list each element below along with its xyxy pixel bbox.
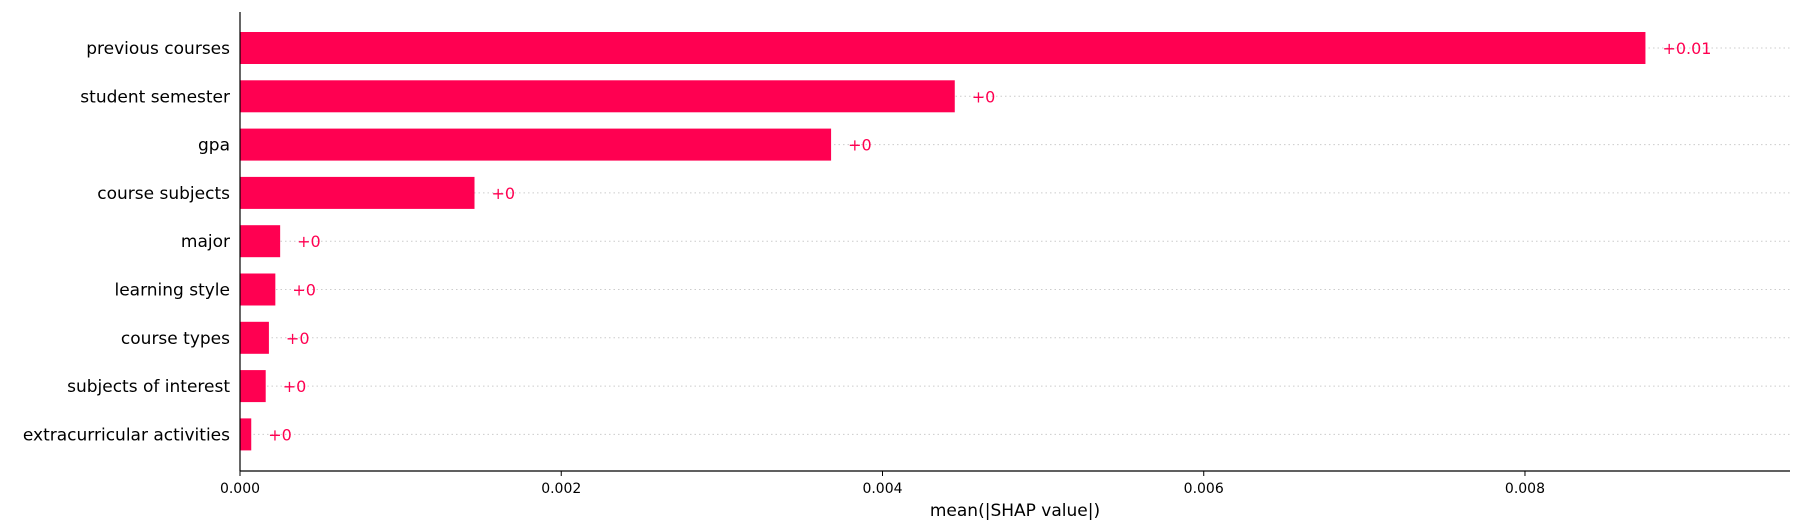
value-labels: +0.01 +0 +0 +0 +0 +0 +0 +0 +0 [268,39,1711,444]
category-label: learning style [114,281,230,301]
x-tick-label: 0.002 [541,481,581,497]
x-tick-label: 0.008 [1505,481,1545,497]
bar [240,321,269,354]
bars [240,32,1646,451]
axes: 0.000 0.002 0.004 0.006 0.008 [220,12,1790,497]
category-label: extracurricular activities [23,425,230,445]
x-tick-label: 0.004 [862,481,902,497]
bar [240,273,276,306]
category-label: student semester [80,87,230,107]
x-tick-label: 0.000 [220,481,260,497]
bar [240,370,266,403]
bar [240,176,475,209]
bar [240,418,252,451]
value-label: +0 [286,329,310,348]
x-axis-title: mean(|SHAP value|) [930,501,1100,521]
bar [240,80,955,113]
grid-lines [240,47,1790,435]
value-label: +0 [848,136,872,155]
value-label: +0 [297,232,321,251]
category-label: subjects of interest [67,377,230,397]
value-label: +0 [292,281,316,300]
bar [240,225,281,258]
bar [240,32,1646,64]
value-label: +0 [492,184,516,203]
value-label: +0 [972,87,996,106]
value-label: +0 [283,377,307,396]
value-label: +0.01 [1662,39,1711,58]
category-label: course types [121,329,230,349]
category-label: gpa [198,136,230,156]
x-tick-label: 0.006 [1184,481,1224,497]
value-label: +0 [268,425,292,444]
category-label: previous courses [86,39,230,59]
category-label: course subjects [97,184,230,204]
category-label: major [181,232,230,252]
category-labels: previous courses student semester gpa cours… [23,39,230,445]
bar [240,128,832,161]
